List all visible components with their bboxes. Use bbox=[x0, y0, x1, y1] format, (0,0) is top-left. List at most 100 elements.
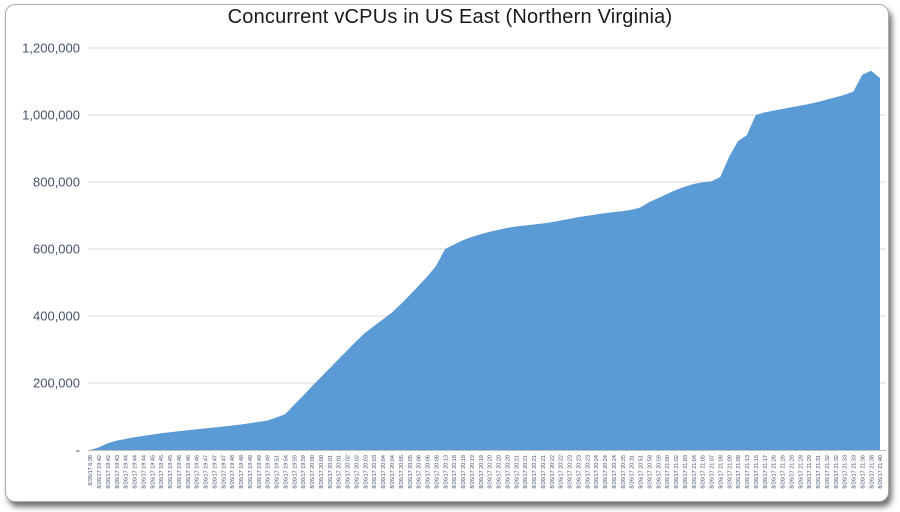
x-axis-tick-label: 8/26/17 21:02 bbox=[674, 455, 680, 489]
x-axis-tick-label: 8/26/17 20:23 bbox=[568, 455, 574, 489]
x-axis-tick-label: 8/26/17 21:36 bbox=[860, 455, 866, 489]
y-axis-tick-label: 400,000 bbox=[33, 309, 80, 324]
x-axis-tick-label: 8/26/17 20:05 bbox=[408, 455, 414, 489]
x-axis-tick-label: 8/26/17 20:21 bbox=[514, 455, 520, 489]
x-axis-tick-label: 8/26/17 20:08 bbox=[434, 455, 440, 489]
x-axis-tick-label: 8/26/17 21:05 bbox=[701, 455, 707, 489]
x-axis-tick-label: 8/26/17 20:20 bbox=[497, 455, 503, 489]
x-axis-tick-label: 8/26/17 21:26 bbox=[772, 455, 778, 489]
x-axis-tick-label: 8/26/17 20:20 bbox=[488, 455, 494, 489]
x-axis-tick-label: 8/26/17 19:47 bbox=[221, 455, 227, 489]
x-axis-tick-label: 8/26/17 20:23 bbox=[585, 455, 591, 489]
x-axis-tick-label: 8/26/17 21:09 bbox=[727, 455, 733, 489]
x-axis-tick-label: 8/26/17 21:32 bbox=[834, 455, 840, 489]
x-axis-tick-label: 8/26/17 19:45 bbox=[150, 455, 156, 489]
x-axis-tick-label: 8/26/17 20:21 bbox=[541, 455, 547, 489]
x-axis-tick-label: 8/26/17 20:06 bbox=[417, 455, 423, 489]
x-axis-tick-label: 8/26/17 19:42 bbox=[97, 455, 103, 489]
x-axis-tick-label: 8/26/17 19:46 bbox=[195, 455, 201, 489]
x-axis-tick-label: 8/26/17 21:26 bbox=[781, 455, 787, 489]
x-axis-tick-label: 8/26/17 19:46 bbox=[186, 455, 192, 489]
x-axis-tick-label: 8/26/17 20:00 bbox=[319, 455, 325, 489]
x-axis-tick-label: 8/26/17 19:45 bbox=[159, 455, 165, 489]
x-axis-tick-label: 8/26/17 20:21 bbox=[523, 455, 529, 489]
x-axis-tick-label: 8/26/17 19:44 bbox=[124, 455, 130, 489]
x-axis-tick-label: 8/26/17 20:59 bbox=[656, 455, 662, 489]
x-axis-tick-label: 8/26/17 21:08 bbox=[718, 455, 724, 489]
x-axis-tick-label: 8/26/17 19:46 bbox=[177, 455, 183, 489]
y-axis-tick-label: 800,000 bbox=[33, 175, 80, 190]
x-axis-tick-label: 8/26/17 19:59 bbox=[292, 455, 298, 489]
x-axis-tick-label: 8/26/17 19:49 bbox=[248, 455, 254, 489]
x-axis-tick-label: 8/26/17 21:28 bbox=[789, 455, 795, 489]
x-axis-tick-label: 8/26/17 19:54 bbox=[283, 455, 289, 489]
x-axis-tick-label: 8/26/17 20:24 bbox=[612, 455, 618, 489]
x-axis-tick-label: 8/26/17 20:04 bbox=[381, 455, 387, 489]
x-axis-tick-label: 8/26/17 20:25 bbox=[621, 455, 627, 489]
x-axis-tick-label: 8/26/17 20:20 bbox=[505, 455, 511, 489]
chart-title: Concurrent vCPUs in US East (Northern Vi… bbox=[227, 6, 673, 28]
x-axis-tick-label: 8/26/17 19:59 bbox=[301, 455, 307, 489]
x-axis-tick-label: 8/26/17 19:49 bbox=[257, 455, 263, 489]
x-axis-tick-label: 8/26/17 20:22 bbox=[559, 455, 565, 489]
x-axis-tick-label: 8/26/17 19:42 bbox=[106, 455, 112, 489]
x-axis-tick-label: 8/26/17 20:13 bbox=[443, 455, 449, 489]
x-axis-tick-label: 8/26/17 21:17 bbox=[763, 455, 769, 489]
x-axis-tick-label: 8/26/17 20:19 bbox=[470, 455, 476, 489]
x-axis-tick-label: 8/26/17 21:29 bbox=[807, 455, 813, 489]
x-axis-tick-label: 8/26/17 20:01 bbox=[328, 455, 334, 489]
x-axis-tick-label: 8/26/17 20:24 bbox=[594, 455, 600, 489]
y-axis-tick-label: - bbox=[76, 443, 80, 458]
x-axis-tick-label: 8/26/17 19:48 bbox=[230, 455, 236, 489]
x-axis-tick-label: 8/26/17 19:43 bbox=[115, 455, 121, 489]
x-axis-tick-label: 8/26/17 19:45 bbox=[168, 455, 174, 489]
x-axis-tick-label: 8/26/17 20:58 bbox=[647, 455, 653, 489]
x-axis-tick-label: 8/26/17 21:07 bbox=[710, 455, 716, 489]
x-axis-tick-label: 8/26/17 20:03 bbox=[363, 455, 369, 489]
y-axis-tick-label: 1,000,000 bbox=[22, 108, 80, 123]
x-axis-tick-label: 8/26/17 20:02 bbox=[346, 455, 352, 489]
x-axis-tick-label: 8/26/17 20:02 bbox=[354, 455, 360, 489]
y-axis-tick-label: 1,200,000 bbox=[22, 41, 80, 56]
x-axis-tick-label: 8/26/17 19:44 bbox=[141, 455, 147, 489]
x-axis-tick-label: 8/26/17 21:32 bbox=[825, 455, 831, 489]
x-axis-tick-label: 8/26/17 20:18 bbox=[461, 455, 467, 489]
x-axis-tick-label: 8/26/17 21:33 bbox=[852, 455, 858, 489]
x-axis-tick-label: 8/26/17 20:03 bbox=[372, 455, 378, 489]
y-axis-tick-label: 600,000 bbox=[33, 242, 80, 257]
x-axis-tick-label: 8/26/17 20:05 bbox=[399, 455, 405, 489]
x-axis-tick-label: 8/26/17 20:19 bbox=[479, 455, 485, 489]
y-axis-tick-label: 200,000 bbox=[33, 376, 80, 391]
x-axis-tick-label: 8/26/17 19:51 bbox=[275, 455, 281, 489]
x-axis-tick-label: 8/26/17 19:48 bbox=[239, 455, 245, 489]
x-axis-tick-label: 8/26/17 19:47 bbox=[212, 455, 218, 489]
x-axis-tick-label: 8/26/17 20:06 bbox=[426, 455, 432, 489]
x-axis-tick-label: 8/26/17 20:24 bbox=[603, 455, 609, 489]
x-axis-tick-label: 8/26/17 20:31 bbox=[630, 455, 636, 489]
x-axis-tick-label: 8/26/17 21:04 bbox=[692, 455, 698, 489]
x-axis-tick-label: 8/26/17 6:38 bbox=[88, 455, 94, 486]
x-axis-tick-label: 8/26/17 21:09 bbox=[736, 455, 742, 489]
x-axis-tick-label: 8/26/17 21:00 bbox=[665, 455, 671, 489]
x-axis-tick-label: 8/26/17 19:44 bbox=[133, 455, 139, 489]
x-axis-tick-label: 8/26/17 21:15 bbox=[754, 455, 760, 489]
x-axis-tick-label: 8/26/17 20:21 bbox=[532, 455, 538, 489]
x-axis-tick-label: 8/26/17 21:03 bbox=[683, 455, 689, 489]
x-axis-tick-label: 8/26/17 20:04 bbox=[390, 455, 396, 489]
x-axis-tick-label: 8/26/17 20:51 bbox=[639, 455, 645, 489]
x-axis-tick-label: 8/26/17 20:22 bbox=[550, 455, 556, 489]
x-axis-tick-label: 8/26/17 21:40 bbox=[878, 455, 884, 489]
x-axis-tick-label: 8/26/17 20:23 bbox=[576, 455, 582, 489]
x-axis-tick-label: 8/26/17 20:01 bbox=[337, 455, 343, 489]
x-axis-tick-label: 8/26/17 21:33 bbox=[843, 455, 849, 489]
x-axis-tick-label: 8/26/17 20:00 bbox=[310, 455, 316, 489]
x-axis-tick-label: 8/26/17 21:13 bbox=[745, 455, 751, 489]
area-series bbox=[90, 70, 880, 450]
x-axis-tick-label: 8/26/17 19:49 bbox=[266, 455, 272, 489]
x-axis-tick-label: 8/26/17 21:38 bbox=[869, 455, 875, 489]
x-axis-tick-label: 8/26/17 21:31 bbox=[816, 455, 822, 489]
x-axis-tick-label: 8/26/17 20:18 bbox=[452, 455, 458, 489]
x-axis-tick-label: 8/26/17 21:28 bbox=[798, 455, 804, 489]
x-axis-tick-label: 8/26/17 19:47 bbox=[204, 455, 210, 489]
